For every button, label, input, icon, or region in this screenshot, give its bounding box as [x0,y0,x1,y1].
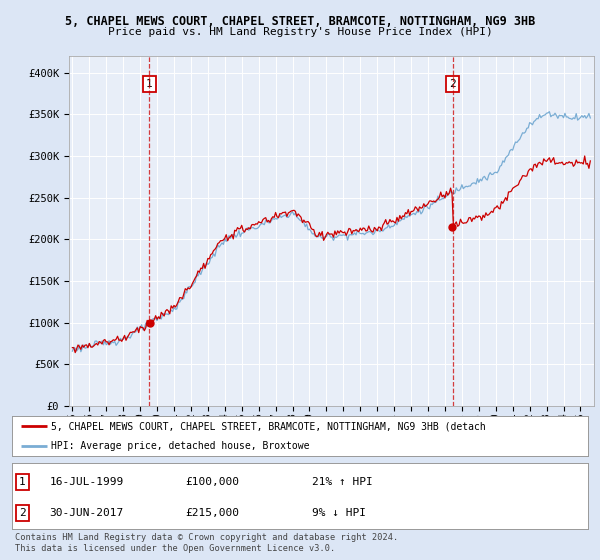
Text: 5, CHAPEL MEWS COURT, CHAPEL STREET, BRAMCOTE, NOTTINGHAM, NG9 3HB (detach: 5, CHAPEL MEWS COURT, CHAPEL STREET, BRA… [51,421,486,431]
Text: 9% ↓ HPI: 9% ↓ HPI [311,508,365,517]
Text: 2: 2 [449,79,456,89]
Text: Price paid vs. HM Land Registry's House Price Index (HPI): Price paid vs. HM Land Registry's House … [107,27,493,37]
Text: Contains HM Land Registry data © Crown copyright and database right 2024.
This d: Contains HM Land Registry data © Crown c… [15,533,398,553]
Text: £215,000: £215,000 [185,508,239,517]
Text: 16-JUL-1999: 16-JUL-1999 [49,477,124,487]
Text: 1: 1 [146,79,152,89]
Text: 5, CHAPEL MEWS COURT, CHAPEL STREET, BRAMCOTE, NOTTINGHAM, NG9 3HB: 5, CHAPEL MEWS COURT, CHAPEL STREET, BRA… [65,15,535,28]
Text: 1: 1 [19,477,26,487]
Text: 21% ↑ HPI: 21% ↑ HPI [311,477,372,487]
Text: HPI: Average price, detached house, Broxtowe: HPI: Average price, detached house, Brox… [51,441,310,451]
Text: 30-JUN-2017: 30-JUN-2017 [49,508,124,517]
Text: £100,000: £100,000 [185,477,239,487]
Text: 2: 2 [19,508,26,517]
